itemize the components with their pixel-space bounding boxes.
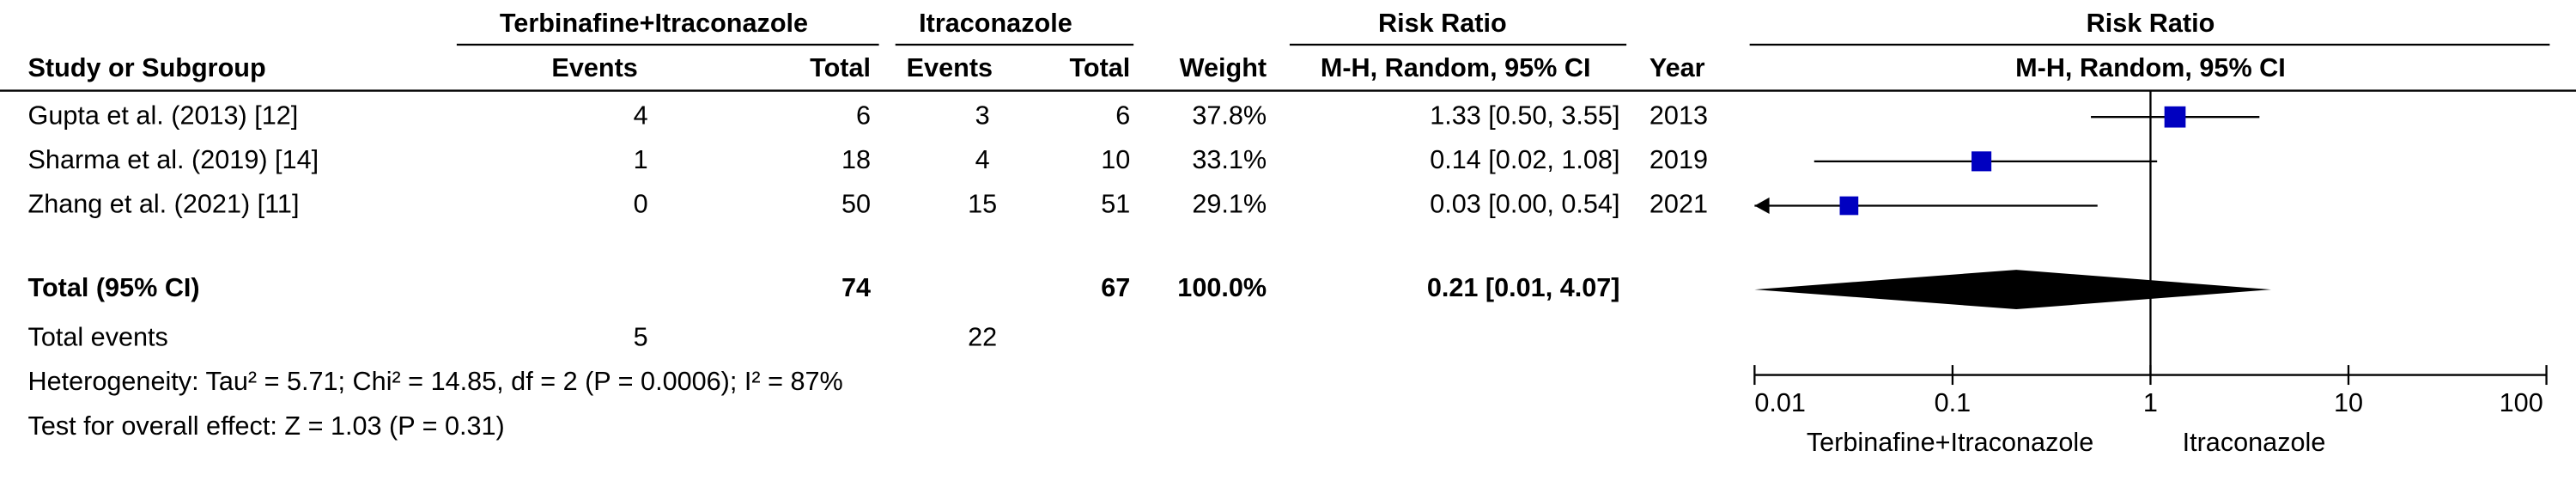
x-tick-label: 1	[2143, 388, 2158, 417]
column-header: M-H, Random, 95% CI	[2015, 53, 2286, 82]
study-name: Gupta et al. (2013) [12]	[28, 100, 299, 130]
events-2: 15	[968, 190, 997, 219]
total-2: 67	[1101, 273, 1130, 302]
weight: 37.8%	[1192, 100, 1267, 130]
column-header: Events	[551, 53, 637, 82]
group-header: Itraconazole	[919, 9, 1072, 38]
ci-arrow	[1754, 197, 1770, 215]
total-weight: 100.0%	[1177, 273, 1267, 302]
total-events-1: 5	[634, 323, 648, 352]
study-name: Zhang et al. (2021) [11]	[28, 190, 300, 219]
total-2: 10	[1101, 145, 1130, 174]
events-2: 4	[975, 145, 990, 174]
ci-label: 1.33 [0.50, 3.55]	[1430, 100, 1619, 130]
favours-right: Itraconazole	[2183, 428, 2326, 457]
weight: 29.1%	[1192, 190, 1267, 219]
favours-left: Terbinafine+Itraconazole	[1807, 428, 2093, 457]
year: 2021	[1649, 190, 1708, 219]
column-header: M-H, Random, 95% CI	[1321, 53, 1591, 82]
study-marker	[1839, 196, 1859, 216]
column-header: Total	[810, 53, 871, 82]
summary-diamond	[1754, 270, 2272, 310]
x-tick-label: 10	[2334, 388, 2363, 417]
events-1: 0	[634, 190, 648, 219]
total-2: 6	[1115, 100, 1130, 130]
total-events-2: 22	[968, 323, 997, 352]
group-header: Risk Ratio	[2087, 9, 2215, 38]
total-name: Total (95% CI)	[28, 273, 200, 302]
study-marker	[2164, 106, 2186, 128]
heterogeneity: Heterogeneity: Tau² = 5.71; Chi² = 14.85…	[28, 367, 843, 396]
overall-effect: Test for overall effect: Z = 1.03 (P = 0…	[28, 411, 505, 441]
column-header: Events	[907, 53, 993, 82]
column-header: Study or Subgroup	[28, 53, 266, 82]
x-tick-label: 0.01	[1754, 388, 1806, 417]
total-1: 74	[841, 273, 871, 302]
year: 2019	[1649, 145, 1708, 174]
column-header: Total	[1069, 53, 1130, 82]
events-1: 1	[634, 145, 648, 174]
x-tick-label: 0.1	[1935, 388, 1971, 417]
column-header: Weight	[1180, 53, 1267, 82]
study-name: Sharma et al. (2019) [14]	[28, 145, 319, 174]
ci-label: 0.14 [0.02, 1.08]	[1430, 145, 1619, 174]
study-marker	[1971, 151, 1992, 172]
group-header: Risk Ratio	[1378, 9, 1507, 38]
total-events-label: Total events	[28, 323, 168, 352]
year: 2013	[1649, 100, 1708, 130]
weight: 33.1%	[1192, 145, 1267, 174]
total-1: 18	[841, 145, 871, 174]
total-1: 50	[841, 190, 871, 219]
column-header: Year	[1649, 53, 1705, 82]
events-2: 3	[975, 100, 990, 130]
total-1: 6	[856, 100, 871, 130]
total-ci-label: 0.21 [0.01, 4.07]	[1427, 273, 1620, 302]
ci-label: 0.03 [0.00, 0.54]	[1430, 190, 1619, 219]
events-1: 4	[634, 100, 648, 130]
x-tick-label: 100	[2500, 388, 2543, 417]
group-header: Terbinafine+Itraconazole	[500, 9, 808, 38]
total-2: 51	[1101, 190, 1130, 219]
